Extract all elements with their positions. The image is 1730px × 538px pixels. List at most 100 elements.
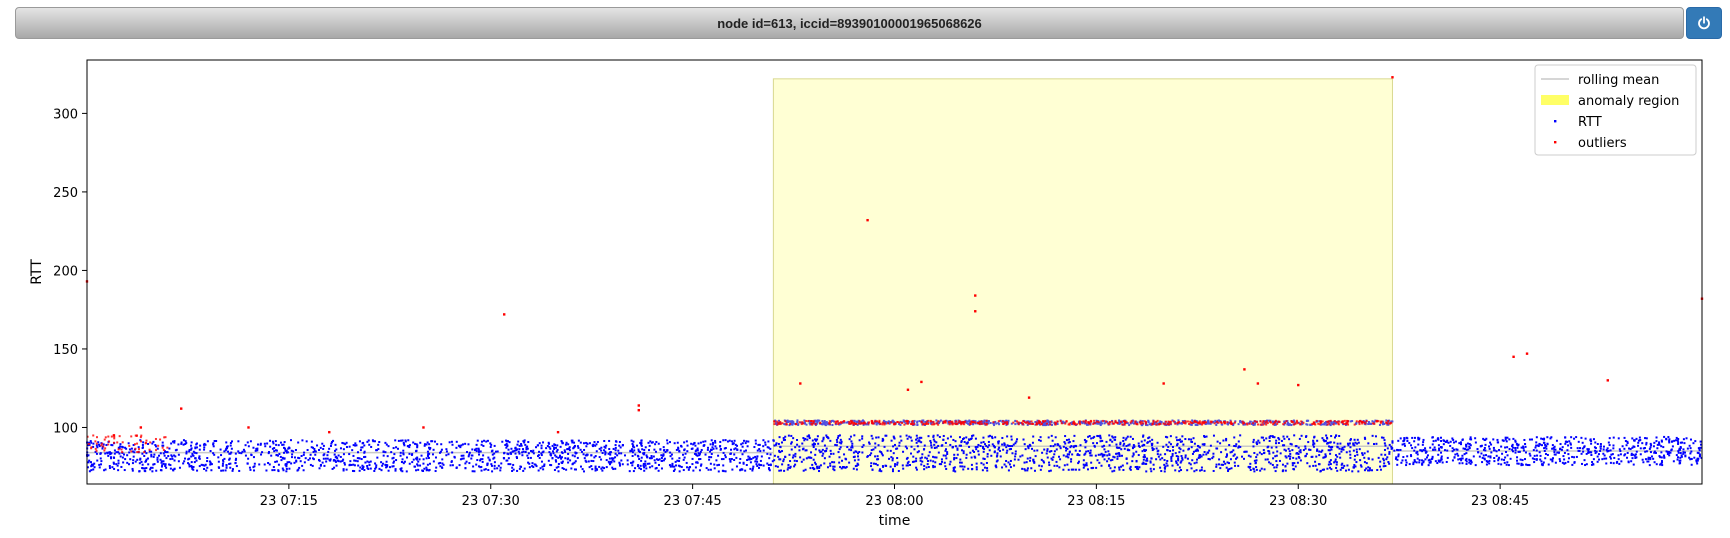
- outlier-point: [985, 419, 988, 422]
- rtt-point: [1178, 466, 1181, 469]
- rtt-point: [773, 459, 776, 462]
- rtt-point: [1563, 462, 1566, 465]
- rtt-point: [1253, 451, 1256, 454]
- rtt-point: [758, 448, 761, 451]
- rtt-point: [1007, 461, 1010, 464]
- power-button[interactable]: [1686, 7, 1722, 39]
- rtt-point: [585, 441, 588, 444]
- rtt-point: [930, 444, 933, 447]
- rtt-point: [1567, 444, 1570, 447]
- rtt-point: [1028, 459, 1031, 462]
- rtt-point: [1124, 438, 1127, 441]
- rtt-point: [1275, 454, 1278, 457]
- rtt-point: [1087, 435, 1090, 438]
- rtt-point: [1452, 438, 1455, 441]
- rtt-point: [858, 421, 861, 424]
- rtt-point: [354, 442, 357, 445]
- outlier-point: [1056, 420, 1059, 423]
- rtt-point: [392, 456, 395, 459]
- rtt-point: [241, 450, 244, 453]
- rtt-point: [1653, 450, 1656, 453]
- rtt-point: [475, 447, 478, 450]
- rtt-point: [1432, 440, 1435, 443]
- rtt-point: [1147, 420, 1150, 423]
- rtt-point: [1216, 440, 1219, 443]
- rtt-point: [256, 449, 259, 452]
- rtt-point: [190, 448, 193, 451]
- node-title-bar: node id=613, iccid=89390100001965068626: [15, 7, 1684, 39]
- rtt-point: [640, 442, 643, 445]
- rtt-point: [438, 451, 441, 454]
- rtt-point: [227, 450, 230, 453]
- rtt-point: [1087, 450, 1090, 453]
- rtt-point: [1109, 438, 1112, 441]
- rtt-point: [565, 441, 568, 444]
- outlier-point: [805, 420, 808, 423]
- outlier-point: [1265, 420, 1268, 423]
- rtt-point: [611, 466, 614, 469]
- rtt-point: [1577, 449, 1580, 452]
- rtt-point: [985, 461, 988, 464]
- rtt-point: [1274, 423, 1277, 426]
- rtt-point: [933, 443, 936, 446]
- rtt-point: [467, 455, 470, 458]
- rtt-point: [1194, 449, 1197, 452]
- rtt-point: [1353, 458, 1356, 461]
- outlier-point: [1329, 419, 1332, 422]
- rtt-point: [766, 452, 769, 455]
- rtt-point: [1506, 436, 1509, 439]
- rtt-point: [226, 447, 229, 450]
- rtt-point: [192, 465, 195, 468]
- rtt-point: [1679, 446, 1682, 449]
- rtt-point: [566, 448, 569, 451]
- rtt-point: [1175, 436, 1178, 439]
- rtt-point: [1299, 451, 1302, 454]
- rtt-point: [1321, 423, 1324, 426]
- rtt-point: [188, 465, 191, 468]
- rtt-point: [182, 439, 185, 442]
- outlier-point: [1001, 420, 1004, 423]
- rtt-point: [228, 452, 231, 455]
- rtt-point: [614, 440, 617, 443]
- rtt-point: [954, 440, 957, 443]
- rtt-point: [1645, 441, 1648, 444]
- rtt-point: [1422, 448, 1425, 451]
- rtt-point: [1672, 460, 1675, 463]
- rtt-point: [1524, 451, 1527, 454]
- outlier-point: [1167, 420, 1170, 423]
- rtt-point: [1382, 457, 1385, 460]
- rtt-point: [1132, 444, 1135, 447]
- rtt-point: [891, 457, 894, 460]
- rtt-point: [646, 462, 649, 465]
- rtt-point: [461, 457, 464, 460]
- rtt-point: [1524, 443, 1527, 446]
- rtt-point: [505, 459, 508, 462]
- rtt-point: [852, 467, 855, 470]
- rtt-point: [897, 469, 900, 472]
- rtt-point: [1465, 462, 1468, 465]
- rtt-point: [1316, 468, 1319, 471]
- rtt-point: [638, 450, 641, 453]
- rtt-point: [1543, 449, 1546, 452]
- rtt-point: [117, 459, 120, 462]
- rtt-point: [724, 456, 727, 459]
- rtt-point: [1292, 467, 1295, 470]
- rtt-point: [405, 456, 408, 459]
- rtt-point: [1334, 460, 1337, 463]
- rtt-point: [291, 453, 294, 456]
- rtt-point: [476, 459, 479, 462]
- rtt-point: [987, 435, 990, 438]
- rtt-point: [1122, 436, 1125, 439]
- rtt-point: [696, 461, 699, 464]
- rtt-point: [1193, 470, 1196, 473]
- rtt-point: [836, 436, 839, 439]
- rtt-point: [1383, 423, 1386, 426]
- rtt-point: [906, 462, 909, 465]
- rtt-point: [244, 454, 247, 457]
- rtt-point: [522, 469, 525, 472]
- rtt-point: [739, 468, 742, 471]
- rtt-point: [104, 452, 107, 455]
- rtt-point: [644, 464, 647, 467]
- rtt-point: [1075, 423, 1078, 426]
- rtt-point: [229, 452, 232, 455]
